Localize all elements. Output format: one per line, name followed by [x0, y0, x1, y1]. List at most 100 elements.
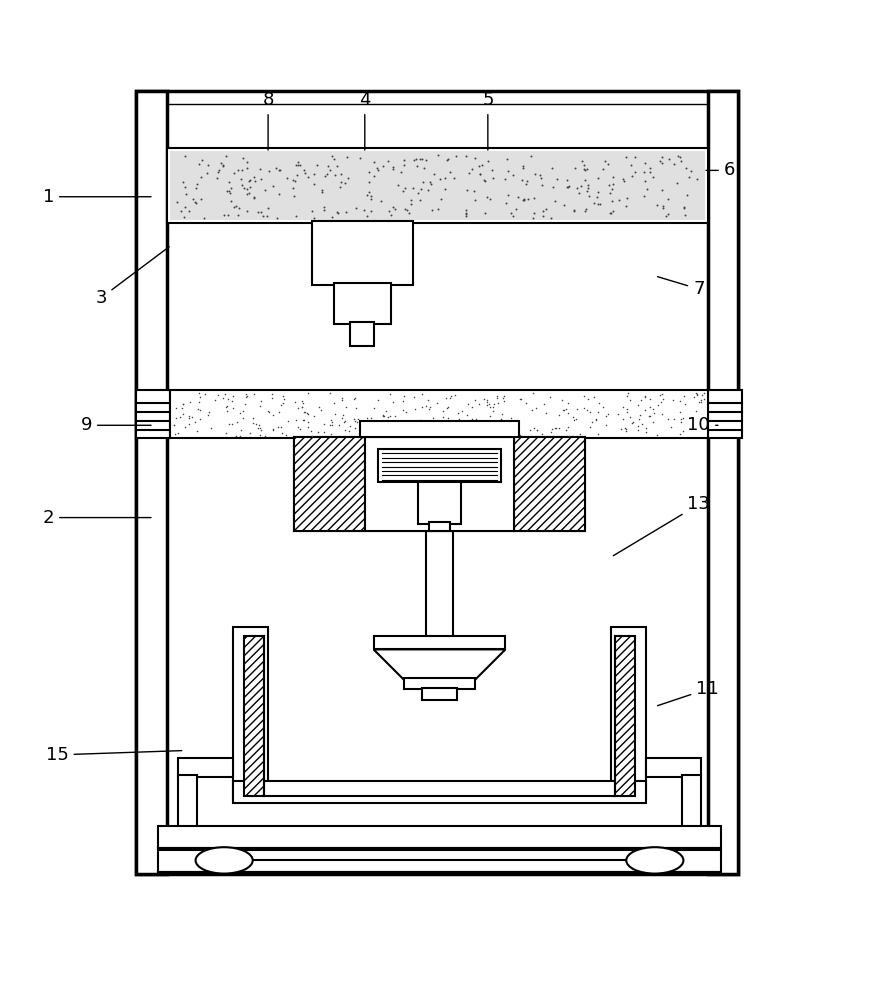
Point: [410, 158, 424, 174]
Point: [645, 169, 659, 185]
Point: [339, 399, 353, 415]
Bar: [136, 390, 169, 438]
Point: [482, 408, 496, 424]
Point: [343, 418, 357, 434]
Point: [654, 386, 668, 402]
Point: [486, 396, 500, 412]
Point: [461, 165, 475, 181]
Point: [437, 181, 451, 197]
Point: [589, 189, 603, 205]
Point: [489, 388, 503, 404]
Point: [481, 421, 495, 437]
Point: [615, 171, 630, 187]
Point: [389, 413, 403, 429]
Point: [441, 151, 455, 167]
Point: [683, 163, 697, 179]
Point: [366, 424, 380, 440]
Point: [199, 165, 213, 181]
Point: [554, 392, 568, 408]
Point: [565, 409, 579, 425]
Point: [680, 169, 694, 185]
Point: [276, 388, 290, 404]
Point: [246, 410, 260, 426]
Bar: [158, 850, 720, 872]
Text: 3: 3: [95, 247, 169, 307]
Point: [580, 177, 594, 193]
Point: [590, 170, 604, 186]
Point: [578, 201, 592, 217]
Point: [396, 157, 410, 173]
Point: [374, 415, 388, 431]
Text: 5: 5: [481, 91, 493, 150]
Point: [443, 388, 457, 404]
Point: [572, 426, 587, 442]
Point: [637, 155, 651, 171]
Point: [602, 205, 616, 221]
Point: [615, 399, 630, 415]
Point: [441, 399, 455, 415]
Point: [619, 388, 633, 404]
Point: [294, 399, 308, 415]
Point: [515, 158, 529, 174]
Point: [219, 399, 233, 415]
Point: [548, 420, 562, 436]
Point: [626, 414, 640, 430]
Point: [560, 419, 574, 435]
Point: [323, 412, 337, 428]
Point: [693, 394, 707, 410]
Point: [418, 152, 432, 168]
Point: [247, 189, 261, 205]
Point: [192, 156, 206, 172]
Point: [253, 427, 267, 443]
Point: [385, 394, 399, 410]
Point: [676, 200, 690, 216]
Point: [301, 169, 315, 185]
Point: [293, 157, 307, 173]
Point: [522, 422, 536, 438]
Point: [602, 185, 616, 201]
Point: [430, 412, 444, 428]
Point: [221, 416, 235, 432]
Point: [570, 180, 584, 196]
Point: [291, 400, 305, 416]
Point: [617, 420, 631, 436]
Point: [334, 174, 348, 190]
Point: [500, 151, 514, 167]
Point: [261, 403, 275, 419]
Point: [191, 385, 205, 401]
Point: [407, 401, 421, 417]
Point: [254, 204, 268, 220]
Point: [337, 413, 351, 429]
Point: [197, 210, 211, 226]
Point: [178, 199, 192, 215]
Point: [521, 191, 535, 207]
Point: [224, 180, 238, 196]
Point: [407, 424, 421, 440]
Point: [385, 414, 399, 430]
Point: [359, 208, 373, 224]
Bar: [360, 421, 518, 437]
Point: [624, 415, 638, 431]
Point: [401, 205, 415, 221]
Point: [335, 407, 349, 423]
Point: [248, 416, 263, 432]
Point: [290, 167, 304, 183]
Point: [479, 392, 493, 408]
Point: [182, 416, 196, 432]
Point: [426, 410, 440, 426]
Point: [248, 173, 262, 189]
Point: [573, 178, 587, 194]
Text: 11: 11: [657, 680, 718, 706]
Point: [505, 208, 519, 224]
Point: [623, 392, 637, 408]
Point: [624, 168, 638, 184]
Point: [514, 172, 528, 188]
Bar: [244, 636, 263, 796]
Point: [430, 201, 444, 217]
Point: [500, 187, 515, 203]
Point: [300, 414, 314, 430]
Bar: [233, 781, 645, 803]
Bar: [615, 636, 634, 796]
Bar: [708, 390, 741, 438]
Point: [538, 201, 552, 217]
